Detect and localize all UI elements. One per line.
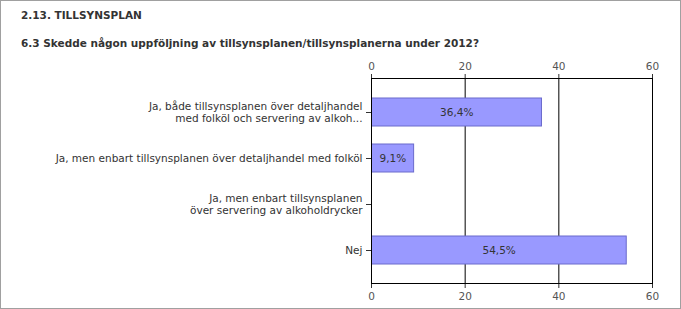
svg-text:9,1%: 9,1% bbox=[379, 152, 406, 164]
svg-text:Ja, både tillsynsplanen över d: Ja, både tillsynsplanen över detaljhande… bbox=[148, 100, 363, 124]
svg-text:20: 20 bbox=[458, 60, 471, 72]
svg-text:40: 40 bbox=[552, 290, 565, 302]
svg-text:40: 40 bbox=[552, 60, 565, 72]
html-text:6.3 Skedde någon uppföljning a: 6.3 Skedde någon uppföljning av tillsyns… bbox=[21, 37, 479, 49]
svg-text:60: 60 bbox=[646, 290, 659, 302]
html-text:2.13. TILLSYNSPLAN: 2.13. TILLSYNSPLAN bbox=[21, 9, 142, 21]
svg-text:0: 0 bbox=[368, 290, 375, 302]
svg-text:0: 0 bbox=[368, 60, 375, 72]
svg-text:36,4%: 36,4% bbox=[440, 106, 473, 118]
svg-text:Nej: Nej bbox=[345, 244, 362, 256]
svg-text:54,5%: 54,5% bbox=[482, 244, 515, 256]
svg-text:60: 60 bbox=[646, 60, 659, 72]
svg-text:Ja, men enbart tillsynsplanen: Ja, men enbart tillsynsplanen över detal… bbox=[55, 152, 363, 164]
svg-text:Ja, men enbart tillsynsplanenö: Ja, men enbart tillsynsplanenöver server… bbox=[190, 192, 363, 216]
svg-text:20: 20 bbox=[458, 290, 471, 302]
